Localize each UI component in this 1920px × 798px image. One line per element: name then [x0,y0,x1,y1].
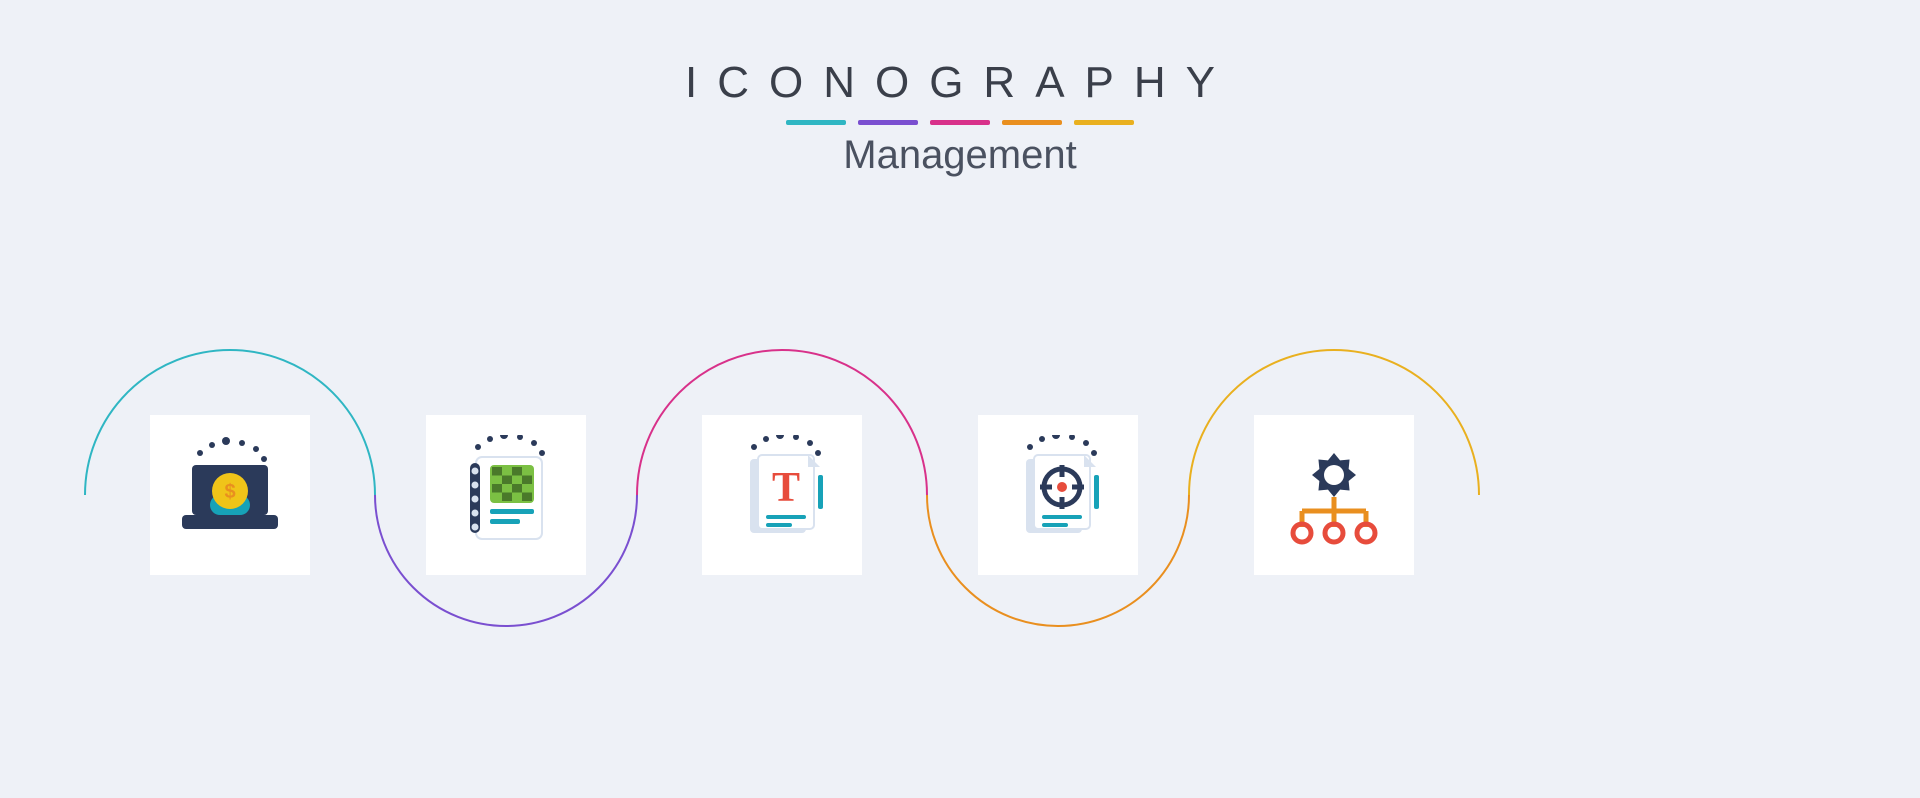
svg-text:T: T [772,465,800,511]
text-doc-icon: T [702,415,862,575]
svg-text:$: $ [224,481,235,503]
notebook-check-icon [426,415,586,575]
laptop-money-icon: $ [150,415,310,575]
wave-stage [0,0,1920,798]
target-doc-icon [978,415,1138,575]
gear-network-icon [1254,415,1414,575]
